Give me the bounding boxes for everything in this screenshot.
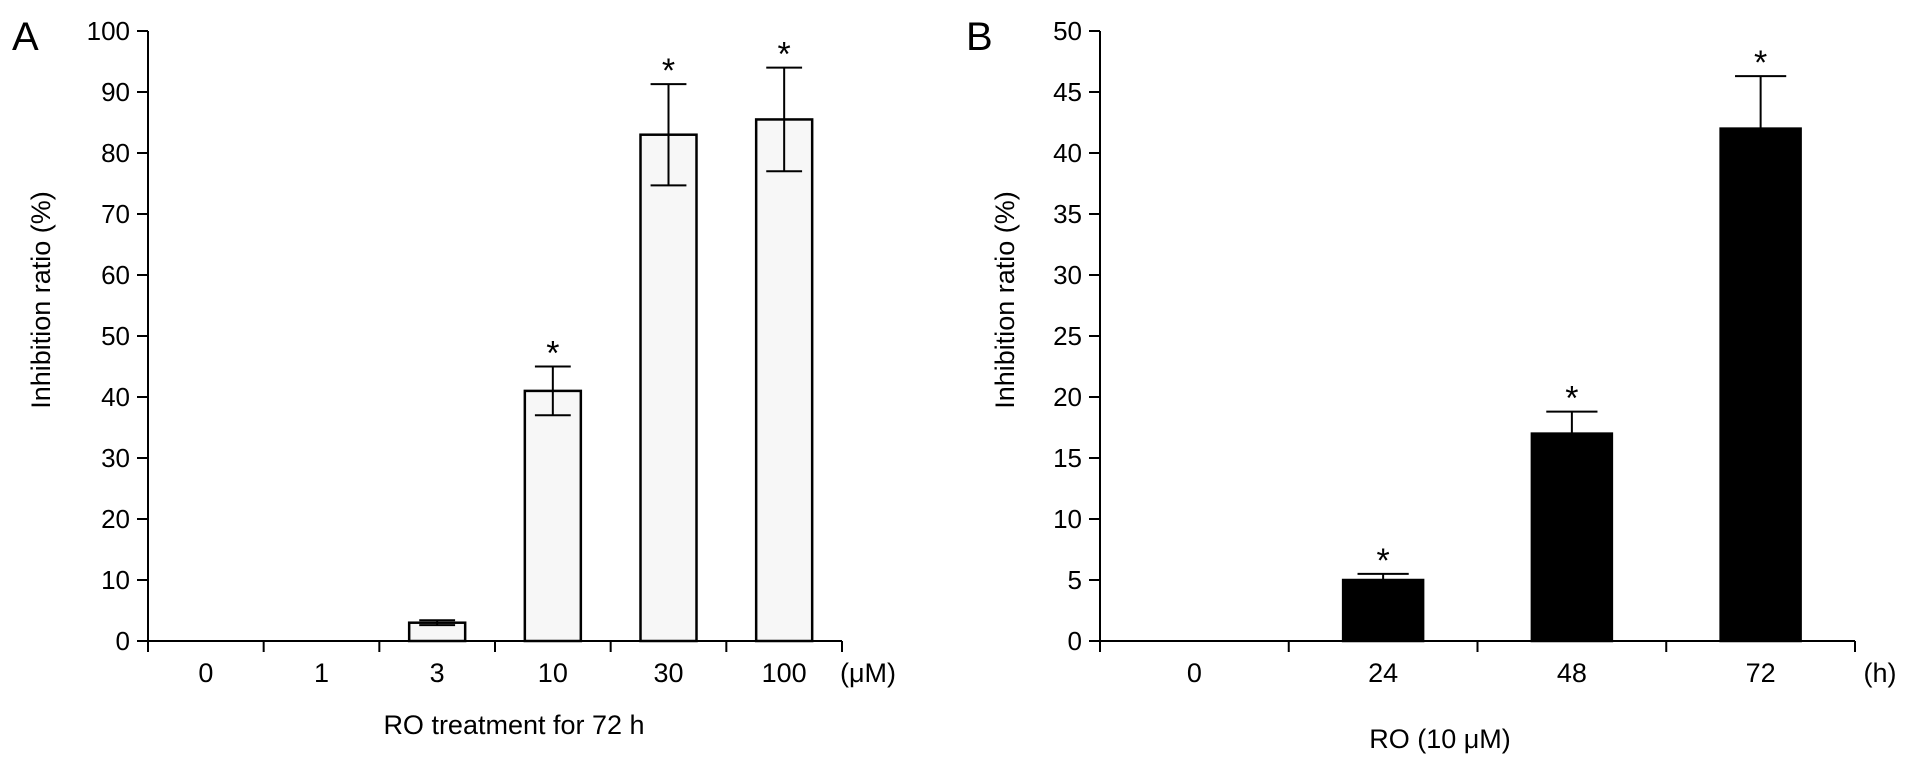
panel-b-bars	[1341, 75, 1802, 643]
panel-b-x-axis-title: RO (10 μM)	[1369, 724, 1511, 754]
panel-b-bar	[1341, 578, 1425, 643]
panel-a-y-tick-label: 0	[116, 626, 130, 656]
panel-a-bar	[523, 389, 583, 643]
panel-a-significance-marker: *	[546, 335, 559, 373]
panel-a-x-axis-title: RO treatment for 72 h	[383, 710, 644, 740]
panel-a-tick-labels: 0 10 20 30 40 50 60 70 80 90 100 0 1 3 10 * 30 * 100 *	[87, 16, 807, 688]
panel-b-y-tick-label: 35	[1053, 199, 1082, 229]
panel-b-unit-label: (h)	[1864, 658, 1897, 688]
panel-a-ticks	[137, 30, 843, 652]
panel-b-y-tick-label: 20	[1053, 382, 1082, 412]
panel-a-y-tick-label: 70	[101, 199, 130, 229]
panel-b-tick-labels: 0 5 10 15 20 25 30 35 40 45 50 0 24 * 48 * 72 *	[1053, 16, 1776, 688]
panel-a-axes	[147, 31, 842, 642]
panel-b-x-tick-label: 24	[1368, 658, 1398, 688]
panel-b-y-tick-label: 15	[1053, 443, 1082, 473]
panel-a-y-tick-label: 40	[101, 382, 130, 412]
panel-b-y-tick-label: 50	[1053, 16, 1082, 46]
panel-a-bars	[407, 66, 814, 643]
panel-a-bar	[639, 133, 698, 643]
panel-a-x-tick-label: 0	[198, 658, 213, 688]
panel-b-x-tick-label: 0	[1187, 658, 1202, 688]
panel-a-label: A	[12, 15, 39, 59]
panel-a-y-tick-label: 80	[101, 138, 130, 168]
panel-a-significance-marker: *	[778, 36, 791, 74]
panel-b-y-tick-label: 25	[1053, 321, 1082, 351]
panel-a-chart: A Inhibition ratio (%) (μM) RO treatment…	[12, 15, 896, 740]
panel-a-y-tick-label: 60	[101, 260, 130, 290]
panel-b-y-tick-label: 10	[1053, 504, 1082, 534]
panel-b-label: B	[966, 15, 993, 59]
panel-a-x-tick-label: 100	[762, 658, 807, 688]
panel-b-y-tick-label: 5	[1068, 565, 1082, 595]
panel-a-x-tick-label: 1	[314, 658, 329, 688]
panel-b-y-tick-label: 0	[1068, 626, 1082, 656]
panel-a-y-tick-label: 30	[101, 443, 130, 473]
panel-b-significance-marker: *	[1754, 44, 1767, 82]
panel-a-y-axis-title: Inhibition ratio (%)	[26, 191, 56, 409]
panel-a-unit-label: (μM)	[840, 658, 896, 688]
panel-a-x-tick-label: 30	[653, 658, 683, 688]
panel-a-significance-marker: *	[662, 52, 675, 90]
panel-a-x-tick-label: 3	[430, 658, 445, 688]
panel-a-y-tick-label: 90	[101, 77, 130, 107]
panel-b-bar	[1530, 432, 1614, 643]
panel-a-x-tick-label: 10	[538, 658, 568, 688]
panel-b-ticks	[1089, 30, 1856, 652]
panel-b-x-tick-label: 48	[1557, 658, 1587, 688]
panel-b-x-tick-label: 72	[1746, 658, 1776, 688]
panel-a-y-tick-label: 50	[101, 321, 130, 351]
panel-b-y-tick-label: 45	[1053, 77, 1082, 107]
panel-b-chart: B Inhibition ratio (%) (h) RO (10 μM) 0 5…	[966, 15, 1897, 754]
panel-a-bar	[754, 118, 814, 643]
panel-b-significance-marker: *	[1377, 542, 1390, 580]
panel-b-bar	[1719, 127, 1802, 643]
panel-b-y-axis-title: Inhibition ratio (%)	[990, 191, 1020, 409]
panel-a-y-tick-label: 100	[87, 16, 130, 46]
panel-b-significance-marker: *	[1565, 380, 1578, 418]
panel-a-y-tick-label: 20	[101, 504, 130, 534]
panel-a-y-tick-label: 10	[101, 565, 130, 595]
panel-b-y-tick-label: 30	[1053, 260, 1082, 290]
panel-b-y-tick-label: 40	[1053, 138, 1082, 168]
